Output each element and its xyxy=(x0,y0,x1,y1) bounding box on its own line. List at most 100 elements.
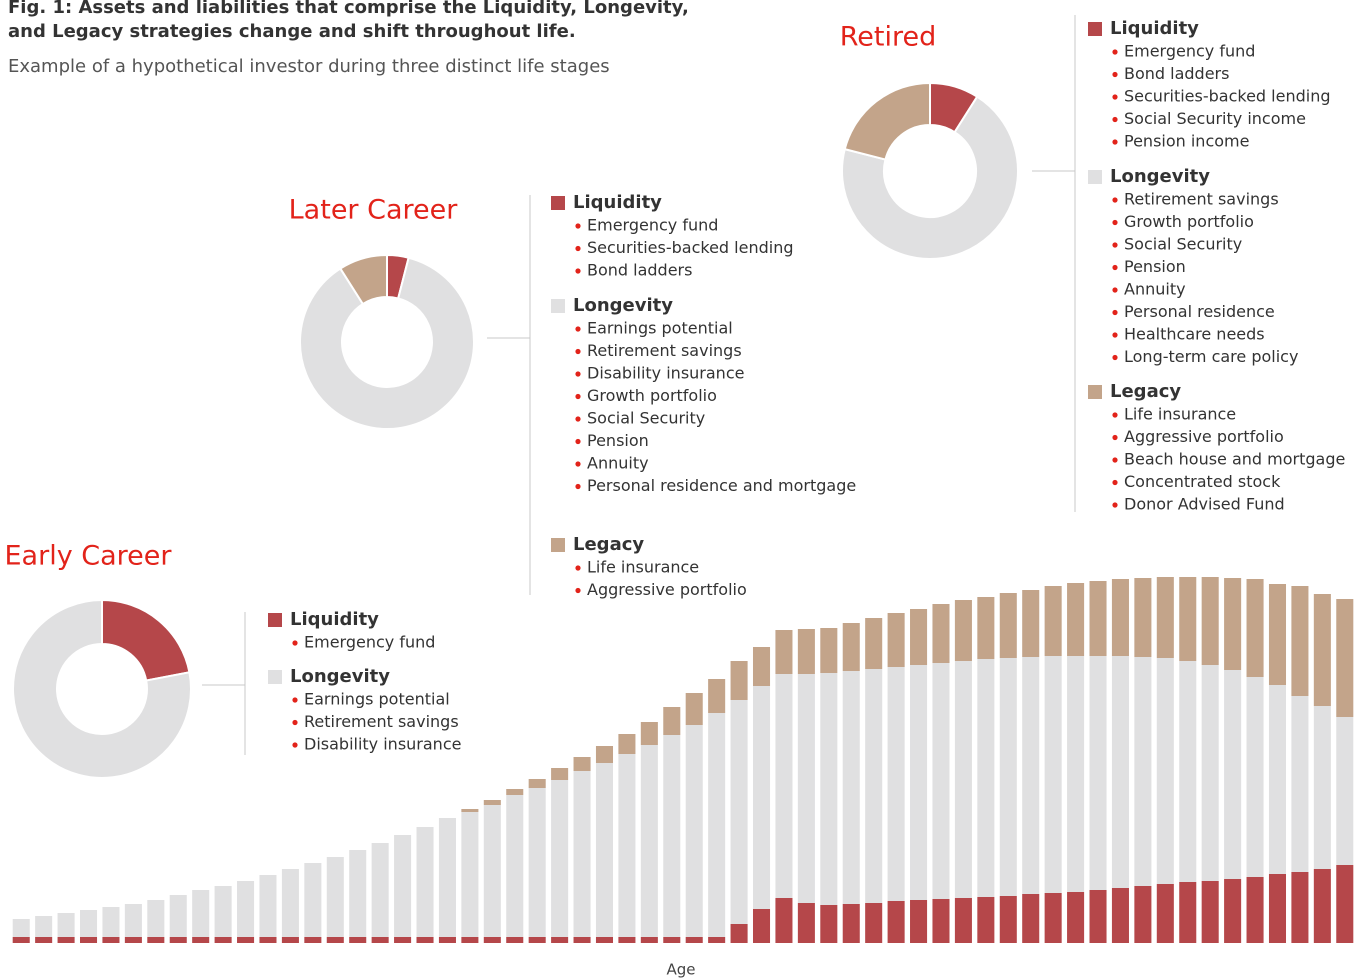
bar-segment xyxy=(483,805,501,937)
bar-segment xyxy=(1179,882,1197,943)
list-item: Beach house and mortgage xyxy=(1124,450,1345,469)
bar-segment xyxy=(281,869,299,937)
bar-segment xyxy=(842,623,860,671)
bar-segment xyxy=(192,937,210,943)
bar-segment xyxy=(865,669,883,903)
list-item: Disability insurance xyxy=(587,364,744,383)
legend-swatch xyxy=(551,538,565,552)
bar-segment xyxy=(932,663,950,899)
bar-segment xyxy=(124,937,142,943)
bar-segment xyxy=(1156,577,1174,658)
donut-slice xyxy=(841,95,1019,260)
bar-segment xyxy=(57,913,75,937)
bar-segment xyxy=(304,863,322,937)
bar-segment xyxy=(1111,888,1129,943)
bullet xyxy=(1112,287,1118,293)
bar-segment xyxy=(1336,865,1354,943)
list-item: Personal residence and mortgage xyxy=(587,476,856,495)
bar-segment xyxy=(506,937,524,943)
bullet xyxy=(575,461,581,467)
bar-segment xyxy=(506,789,524,795)
bar-segment xyxy=(349,937,367,943)
bar-segment xyxy=(1224,879,1242,943)
bar-segment xyxy=(1201,881,1219,943)
legend-swatch xyxy=(551,196,565,210)
bar-segment xyxy=(349,850,367,937)
bullet xyxy=(575,416,581,422)
bar-segment xyxy=(214,937,232,943)
legend-heading: Liquidity xyxy=(290,609,379,630)
bar-segment xyxy=(1067,583,1085,656)
bar-segment xyxy=(932,604,950,663)
bar-segment xyxy=(865,618,883,669)
bullet xyxy=(1112,332,1118,338)
subtitle: Example of a hypothetical investor durin… xyxy=(8,56,610,77)
bar-segment xyxy=(752,686,771,909)
bar-segment xyxy=(708,713,726,937)
bullet xyxy=(575,587,581,594)
donut-slice xyxy=(843,81,931,161)
legend-heading: Liquidity xyxy=(1110,18,1199,39)
list-item: Retirement savings xyxy=(304,712,459,731)
pie-title: Early Career xyxy=(5,541,173,572)
bar-segment xyxy=(528,779,546,788)
bullet xyxy=(1112,502,1118,508)
bar-segment xyxy=(842,671,860,904)
bar-segment xyxy=(954,600,972,661)
bar-segment xyxy=(259,937,277,943)
bar-segment xyxy=(1067,892,1085,943)
legend-swatch xyxy=(1088,385,1102,399)
bar-segment xyxy=(394,835,412,937)
bar-segment xyxy=(887,667,905,901)
list-item: Personal residence xyxy=(1124,302,1275,321)
bar-segment xyxy=(887,613,905,667)
bullet xyxy=(575,565,581,571)
bar-segment xyxy=(124,904,142,937)
bar-segment xyxy=(79,937,98,943)
list-item: Pension xyxy=(587,431,649,450)
bar-segment xyxy=(1089,581,1107,656)
bar-segment xyxy=(461,937,479,943)
bullet xyxy=(1112,457,1118,463)
bar-segment xyxy=(304,937,322,943)
bullet xyxy=(1112,354,1118,361)
bar-segment xyxy=(1246,877,1264,943)
bar-segment xyxy=(1246,579,1264,677)
bar-segment xyxy=(326,937,344,943)
bar-segment xyxy=(1022,657,1040,894)
bar-segment xyxy=(214,886,232,937)
bar-segment xyxy=(416,937,434,943)
list-item: Social Security income xyxy=(1124,109,1306,128)
list-item: Growth portfolio xyxy=(1124,212,1254,231)
bar-segment xyxy=(1134,886,1152,943)
bullet xyxy=(1112,412,1118,418)
bar-segment xyxy=(1224,670,1242,879)
bar-segment xyxy=(35,937,53,943)
bullet xyxy=(1112,219,1118,226)
donut-slice xyxy=(101,598,191,682)
bar-segment xyxy=(1246,677,1264,877)
bar-segment xyxy=(1201,665,1219,881)
bar-segment xyxy=(1313,706,1331,869)
bar-segment xyxy=(999,658,1017,896)
bullet xyxy=(575,223,581,229)
bar-segment xyxy=(483,937,501,943)
bar-segment xyxy=(506,795,524,937)
bar-segment xyxy=(977,897,995,943)
bar-segment xyxy=(954,661,972,898)
list-item: Retirement savings xyxy=(1124,190,1279,209)
bar-segment xyxy=(595,763,614,937)
connectors xyxy=(202,15,1076,755)
bar-segment xyxy=(999,593,1017,658)
bar-segment xyxy=(1044,656,1062,893)
bar-segment xyxy=(663,937,681,943)
bar-segment xyxy=(326,857,344,937)
bar-segment xyxy=(797,629,815,674)
bar-segment xyxy=(1336,717,1354,865)
bar-segment xyxy=(12,937,30,943)
bar-segment xyxy=(551,937,569,943)
list-item: Long-term care policy xyxy=(1124,347,1298,366)
bar-segment xyxy=(147,937,165,943)
legend-heading: Longevity xyxy=(573,295,673,316)
bullet xyxy=(1112,71,1118,78)
